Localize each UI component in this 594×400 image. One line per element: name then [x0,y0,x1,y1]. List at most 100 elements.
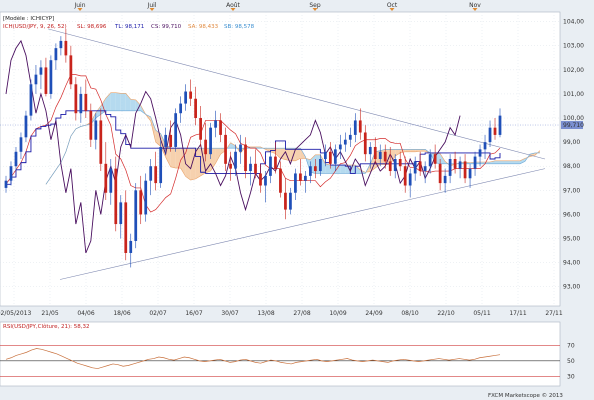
rsi-line [5,348,501,369]
y-tick-label: 103,00 [563,43,584,50]
candle [99,108,103,172]
x-tick-label: 13/08 [257,310,274,317]
candle-body [49,60,53,94]
candle-body [318,159,322,172]
candle-body [323,151,327,159]
candle [254,149,257,179]
kumo-segment [390,149,396,165]
price-grid [0,12,560,306]
candle-body [169,134,173,147]
lower-trendline [59,168,546,280]
candle [119,195,123,239]
kumo-segment [185,148,191,181]
candle-body [418,161,422,172]
candle-body [244,144,247,172]
candle-body [294,173,297,193]
candle [438,159,442,191]
candle-body [264,175,267,186]
candle [249,156,252,186]
candle [473,151,477,176]
candle [114,156,118,232]
candle-body [44,67,48,94]
candle [358,108,362,140]
candle-body [338,144,342,150]
candle-body [488,127,492,143]
candle-body [403,166,407,186]
kumo-segment [514,160,520,164]
candle [478,144,482,167]
ichimoku-cloud [45,92,541,185]
kumo-segment [335,165,341,174]
candle [209,122,212,159]
senkou-span-a [45,92,541,185]
candle [229,151,232,181]
candle [383,144,387,169]
candlestick-series [4,28,502,268]
kumo-segment [130,99,136,111]
kumo-segment [355,165,361,174]
candle-body [4,180,8,188]
candle [363,125,367,162]
candle-body [398,159,402,167]
candle [244,137,247,179]
candle [423,161,427,184]
candle [309,161,312,184]
x-tick-label: 16/07 [185,310,202,317]
kumo-segment [200,148,206,176]
x-tick-label: 18/06 [113,310,130,317]
candle [19,132,23,159]
candle-body [219,120,222,135]
candle-body [333,149,337,164]
candle-body [224,134,227,164]
candle [39,60,43,90]
candle-body [234,151,237,169]
kumo-segment [205,148,211,173]
candle-body [89,110,93,140]
kumo-segment [295,148,301,161]
candle-body [289,192,292,210]
candle-body [204,139,207,155]
sl-readout: SL: 98,696 [77,24,107,30]
candle [149,159,153,196]
candle [318,154,322,176]
candle-body [239,144,242,152]
y-tick-label: 104,00 [563,19,584,26]
candle [443,168,447,193]
kumo-segment [120,93,126,111]
candle-body [9,166,13,181]
candle-body [314,166,317,172]
kumo-segment [175,148,181,169]
candle-body [413,161,417,174]
cs-readout: CS: 99,710 [151,24,182,30]
price-axis: 104,00 103,00 102,00 101,00 100,00 99,00 98,00… [563,19,584,291]
candle-body [84,93,88,111]
candle [239,134,242,164]
candle [299,159,302,186]
kumo-segment [285,148,291,161]
candle [294,168,297,200]
candle [159,139,163,188]
candle-body [363,132,367,155]
y-tick-label: 95,00 [563,236,580,243]
candle-body [448,159,452,176]
candle [279,161,282,198]
sa-readout: SA: 98,433 [188,24,219,30]
y-tick-label: 100,00 [563,115,584,122]
kumo-segment [110,92,116,111]
candle [204,122,207,162]
candle [408,168,412,198]
x-tick-label: 02/05/2013 [0,310,31,317]
candle [458,156,462,179]
kumo-segment [480,162,486,164]
candle-body [353,120,357,135]
month-marker [77,8,83,11]
candle-body [54,48,58,61]
senkou-span-b [45,110,540,185]
candle [184,84,188,111]
candle [104,142,108,200]
candle-body [154,166,158,184]
candle [418,151,422,176]
month-label: Août [226,2,240,9]
candle [174,108,178,152]
